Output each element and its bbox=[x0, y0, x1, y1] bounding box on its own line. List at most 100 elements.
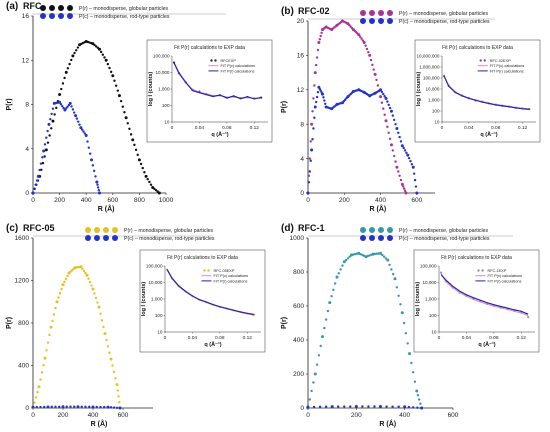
data-point-interp bbox=[315, 56, 319, 59]
inset-x-tick-label: 0.04 bbox=[195, 125, 205, 131]
inset-x-tick-label: 0 bbox=[438, 335, 441, 341]
data-point-interp bbox=[50, 112, 53, 116]
legend-marker bbox=[49, 5, 55, 11]
data-point bbox=[31, 405, 35, 409]
data-point bbox=[42, 149, 46, 153]
inset-x-tick-label: 0.12 bbox=[250, 125, 260, 131]
legend-label: P(r) – monodisperse, globular particles bbox=[79, 6, 168, 12]
data-point-interp bbox=[43, 143, 47, 146]
x-tick-label: 200 bbox=[351, 412, 362, 419]
data-point-interp bbox=[361, 405, 364, 408]
legend-marker bbox=[85, 227, 91, 233]
data-point-interp bbox=[416, 394, 420, 397]
data-point-interp bbox=[63, 280, 66, 284]
data-point-interp bbox=[62, 106, 65, 110]
inset-y-label: log I (counts) bbox=[141, 282, 147, 317]
data-point-interp bbox=[39, 405, 42, 409]
data-point-interp bbox=[413, 178, 417, 182]
data-point-interp bbox=[108, 351, 111, 354]
series-pr bbox=[306, 251, 424, 410]
data-point-interp bbox=[136, 153, 139, 157]
data-point-interp bbox=[397, 405, 400, 408]
legend-marker bbox=[103, 235, 109, 241]
data-point-interp bbox=[417, 398, 421, 401]
y-axis-label: P(r) bbox=[281, 317, 288, 329]
data-point-interp bbox=[309, 140, 312, 143]
data-point-interp bbox=[324, 102, 327, 105]
legend-marker bbox=[360, 18, 366, 24]
data-point-interp bbox=[316, 90, 320, 94]
legend-label: P(c) – monodisperse, rod-type particles bbox=[399, 236, 490, 242]
data-point-interp bbox=[43, 405, 46, 409]
data-point-interp bbox=[35, 179, 39, 182]
inset-x-tick-label: 0.12 bbox=[243, 335, 253, 341]
y-tick-label: 12 bbox=[22, 57, 30, 64]
data-point-interp bbox=[46, 341, 50, 344]
series-pr bbox=[306, 19, 408, 195]
inset-x-label: q (Å⁻¹) bbox=[478, 341, 495, 348]
data-point-interp bbox=[41, 161, 45, 165]
data-point-interp bbox=[315, 95, 319, 99]
panel-letter: (d) bbox=[281, 223, 294, 234]
data-point-interp bbox=[403, 149, 407, 152]
panel-letter: (a) bbox=[6, 1, 18, 12]
series-pr bbox=[31, 39, 161, 195]
data-point bbox=[335, 275, 339, 279]
data-point-interp bbox=[46, 129, 49, 133]
data-point-interp bbox=[373, 252, 377, 256]
data-point bbox=[395, 165, 399, 169]
data-point-interp bbox=[75, 49, 78, 52]
data-point-interp bbox=[411, 371, 415, 374]
data-point-interp bbox=[326, 309, 330, 313]
series-pc bbox=[306, 404, 424, 410]
data-point-interp bbox=[312, 97, 315, 100]
data-point bbox=[144, 174, 148, 178]
data-point-interp bbox=[88, 405, 91, 409]
data-point-interp bbox=[315, 363, 319, 366]
data-point-interp bbox=[358, 35, 362, 38]
inset-y-tick-label: 10 bbox=[157, 330, 163, 335]
data-point-interp bbox=[349, 405, 352, 408]
data-point-interp bbox=[86, 140, 89, 143]
data-point-interp bbox=[61, 104, 64, 108]
data-point-interp bbox=[411, 406, 415, 409]
data-point bbox=[379, 95, 383, 99]
legend-label: P(r) – monodisperse, globular particles bbox=[399, 228, 488, 234]
legend-marker bbox=[360, 10, 366, 16]
x-tick-label: 200 bbox=[54, 197, 65, 204]
data-point-interp bbox=[51, 319, 54, 323]
data-point bbox=[415, 389, 419, 393]
legend-marker bbox=[40, 13, 46, 19]
data-point bbox=[310, 148, 314, 152]
data-point-interp bbox=[388, 263, 391, 266]
legend-marker bbox=[387, 18, 393, 24]
inset-x-tick-label: 0.04 bbox=[462, 335, 472, 341]
data-point-interp bbox=[318, 38, 321, 41]
inset-y-tick-label: 10,000,000 bbox=[417, 54, 440, 59]
data-point-interp bbox=[88, 280, 92, 284]
data-point-interp bbox=[80, 405, 83, 408]
data-point-interp bbox=[366, 254, 370, 258]
legend-marker bbox=[369, 18, 375, 24]
data-point bbox=[317, 41, 321, 44]
legend-marker bbox=[67, 5, 73, 11]
data-point-interp bbox=[93, 43, 96, 47]
data-point-interp bbox=[416, 406, 419, 409]
legend-marker bbox=[360, 235, 366, 241]
data-point-interp bbox=[323, 99, 326, 102]
data-point-interp bbox=[392, 154, 396, 158]
inset-x-tick-label: 0.08 bbox=[222, 125, 232, 131]
data-point-interp bbox=[51, 107, 55, 110]
data-point-interp bbox=[50, 127, 53, 130]
data-point-interp bbox=[94, 175, 97, 178]
legend-marker bbox=[378, 18, 384, 24]
data-point-interp bbox=[402, 321, 406, 325]
data-point-interp bbox=[73, 405, 76, 408]
data-point-interp bbox=[397, 294, 400, 297]
inset-legend-label: RFC-1EXP bbox=[487, 269, 506, 273]
legend-label: P(c) – monodisperse, rod-type particles bbox=[124, 236, 215, 242]
inset-x-tick-label: 0.08 bbox=[491, 125, 501, 131]
legend-marker bbox=[67, 13, 73, 19]
data-point-interp bbox=[87, 277, 90, 280]
data-point-interp bbox=[412, 172, 416, 175]
